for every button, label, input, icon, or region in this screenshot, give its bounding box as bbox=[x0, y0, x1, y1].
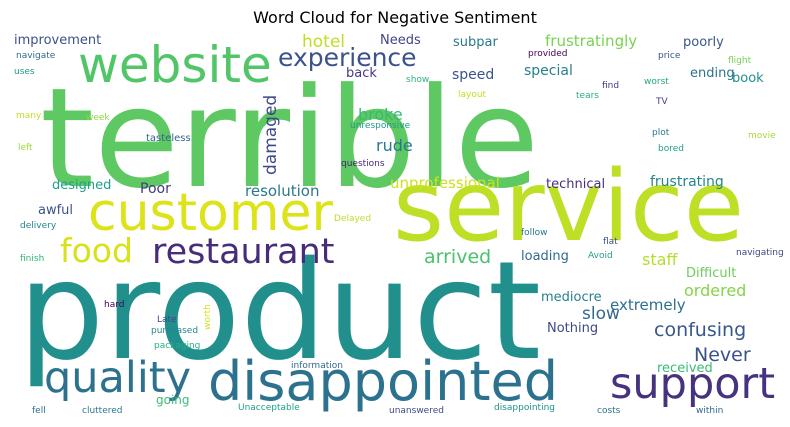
word-rude: rude bbox=[376, 136, 413, 155]
word-slow: slow bbox=[582, 304, 620, 324]
word-disappointing: disappointing bbox=[494, 403, 555, 413]
word-fell: fell bbox=[32, 406, 46, 416]
word-hard: hard bbox=[104, 300, 124, 310]
word-confusing: confusing bbox=[654, 319, 746, 341]
word-back: back bbox=[346, 66, 377, 81]
word-find: find bbox=[602, 81, 619, 91]
word-quality: quality bbox=[44, 353, 191, 403]
word-extremely: extremely bbox=[610, 296, 686, 314]
word-late: Late bbox=[157, 315, 177, 325]
word-restaurant: restaurant bbox=[152, 232, 335, 272]
word-costs: costs bbox=[597, 406, 621, 416]
word-experience: experience bbox=[278, 43, 417, 72]
word-purchased: purchased bbox=[151, 326, 198, 336]
word-support: support bbox=[610, 359, 775, 409]
word-website: website bbox=[78, 36, 272, 94]
chart-title: Word Cloud for Negative Sentiment bbox=[253, 8, 537, 27]
word-navigating: navigating bbox=[736, 248, 784, 258]
word-tasteless: tasteless bbox=[146, 133, 191, 144]
word-mediocre: mediocre bbox=[541, 290, 602, 305]
word-difficult: Difficult bbox=[686, 266, 736, 281]
word-book: book bbox=[732, 71, 764, 86]
word-unanswered: unanswered bbox=[389, 406, 444, 416]
word-delivery: delivery bbox=[20, 221, 57, 231]
word-broke: broke bbox=[358, 105, 403, 124]
word-movie: movie bbox=[748, 131, 776, 141]
word-awful: awful bbox=[38, 203, 73, 218]
word-within: within bbox=[696, 406, 723, 416]
word-staff: staff bbox=[642, 250, 678, 269]
word-cluttered: cluttered bbox=[82, 406, 123, 416]
word-speed: speed bbox=[452, 67, 494, 83]
word-unacceptable: Unacceptable bbox=[238, 403, 300, 413]
word-designed: designed bbox=[52, 178, 111, 193]
word-arrived: arrived bbox=[424, 246, 491, 268]
word-special: special bbox=[524, 63, 573, 79]
word-questions: questions bbox=[341, 159, 385, 169]
word-poorly: poorly bbox=[683, 35, 724, 50]
word-hotel: hotel bbox=[302, 32, 345, 52]
word-provided: provided bbox=[528, 49, 568, 59]
word-technical: technical bbox=[546, 177, 605, 192]
word-received: received bbox=[657, 361, 713, 376]
word-layout: layout bbox=[458, 90, 487, 100]
word-never: Never bbox=[694, 344, 751, 366]
word-customer: customer bbox=[88, 183, 333, 243]
word-disappointed: disappointed bbox=[208, 350, 558, 413]
word-resolution: resolution bbox=[245, 182, 319, 200]
word-show: show bbox=[406, 75, 429, 85]
word-going: going bbox=[156, 393, 190, 407]
word-tv: TV bbox=[655, 97, 668, 107]
word-worth: worth bbox=[203, 304, 213, 330]
word-bored: bored bbox=[658, 144, 684, 154]
word-damaged: damaged bbox=[261, 95, 281, 175]
word-nothing: Nothing bbox=[547, 321, 598, 336]
word-packaging: packaging bbox=[154, 341, 200, 351]
word-uses: uses bbox=[14, 67, 35, 77]
word-service: service bbox=[393, 150, 744, 264]
word-week: week bbox=[86, 113, 110, 123]
word-unprofessional: unprofessional bbox=[390, 174, 500, 192]
word-tears: tears bbox=[576, 91, 599, 101]
word-food: food bbox=[60, 231, 133, 270]
word-many: many bbox=[16, 111, 42, 121]
word-worst: worst bbox=[644, 77, 669, 87]
word-poor: Poor bbox=[140, 181, 171, 197]
word-flat: flat bbox=[603, 237, 618, 247]
word-unresponsive: unresponsive bbox=[350, 121, 411, 131]
word-price: price bbox=[658, 51, 681, 61]
word-ordered: ordered bbox=[684, 281, 746, 300]
word-navigate: navigate bbox=[16, 51, 56, 61]
word-subpar: subpar bbox=[453, 35, 498, 50]
word-loading: loading bbox=[521, 249, 569, 264]
word-product: product bbox=[18, 233, 541, 391]
word-plot: plot bbox=[652, 128, 670, 138]
word-ending: ending bbox=[690, 66, 735, 81]
word-left: left bbox=[18, 143, 33, 153]
word-terrible: terrible bbox=[40, 58, 539, 219]
word-information: information bbox=[291, 361, 343, 371]
word-avoid: Avoid bbox=[588, 251, 613, 261]
word-follow: follow bbox=[521, 228, 548, 238]
word-flight: flight bbox=[728, 56, 752, 66]
word-needs: Needs bbox=[380, 33, 421, 48]
word-improvement: improvement bbox=[14, 33, 101, 48]
word-finish: finish bbox=[20, 254, 44, 264]
word-frustrating: frustrating bbox=[650, 174, 724, 190]
word-frustratingly: frustratingly bbox=[545, 32, 637, 50]
word-delayed: Delayed bbox=[334, 214, 371, 224]
